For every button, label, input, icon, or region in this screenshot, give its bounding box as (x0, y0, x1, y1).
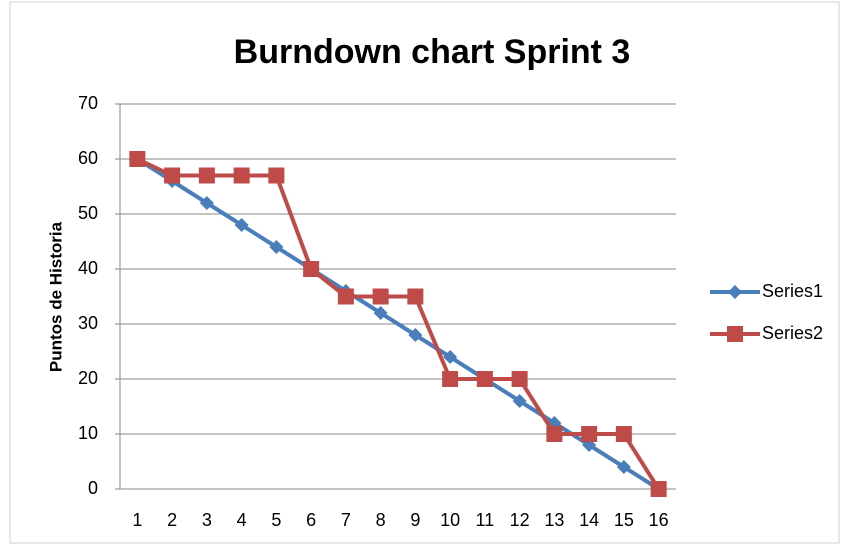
y-tick-label: 20 (78, 368, 98, 388)
x-tick-label: 5 (271, 510, 281, 530)
point-marker (234, 218, 249, 232)
point-marker (650, 481, 667, 497)
point-marker (372, 288, 389, 305)
x-tick-label: 4 (237, 510, 247, 530)
x-tick-label: 16 (649, 510, 669, 530)
point-marker (164, 167, 181, 184)
point-marker (269, 240, 284, 254)
point-marker (199, 196, 214, 210)
point-marker (233, 167, 250, 184)
y-tick-label: 0 (88, 478, 98, 498)
chart-title: Burndown chart Sprint 3 (234, 33, 631, 71)
point-marker (511, 371, 528, 387)
y-tick-label: 30 (78, 313, 98, 333)
point-marker (443, 350, 458, 364)
y-tick-label: 40 (78, 258, 98, 278)
x-tick-label: 15 (614, 510, 634, 530)
y-tick-label: 50 (78, 203, 98, 223)
x-tick-label: 7 (341, 510, 351, 530)
x-tick-label: 3 (202, 510, 212, 530)
x-tick-label: 1 (132, 510, 142, 530)
point-marker (581, 426, 598, 442)
x-tick-label: 8 (376, 510, 386, 530)
legend-label: Series2 (762, 323, 823, 343)
point-marker (129, 151, 146, 167)
point-marker (268, 167, 285, 184)
point-marker (546, 426, 563, 442)
point-marker (476, 371, 493, 387)
point-marker (303, 261, 320, 277)
point-marker (337, 288, 354, 305)
legend-label: Series1 (762, 281, 823, 301)
y-tick-label: 10 (78, 423, 98, 443)
series-line (136, 157, 661, 491)
x-tick-label: 10 (440, 510, 460, 530)
point-marker (373, 306, 388, 320)
y-tick-label: 60 (78, 148, 98, 168)
x-tick-label: 14 (579, 510, 599, 530)
point-marker (442, 371, 459, 387)
point-marker (407, 288, 424, 305)
point-marker (616, 460, 631, 474)
x-tick-label: 11 (476, 510, 495, 530)
x-tick-label: 12 (510, 510, 530, 530)
y-tick-label: 70 (78, 93, 98, 113)
x-tick-label: 2 (167, 510, 177, 530)
y-axis-label: Puntos de Historia (46, 221, 65, 372)
chart-frame (9, 1, 840, 544)
point-marker (615, 426, 632, 442)
legend-marker (728, 285, 742, 299)
point-marker (198, 167, 215, 184)
legend-marker (727, 326, 743, 342)
x-tick-label: 9 (410, 510, 420, 530)
x-tick-label: 6 (306, 510, 316, 530)
point-marker (408, 328, 423, 342)
point-marker (512, 394, 527, 408)
x-tick-label: 13 (544, 510, 564, 530)
